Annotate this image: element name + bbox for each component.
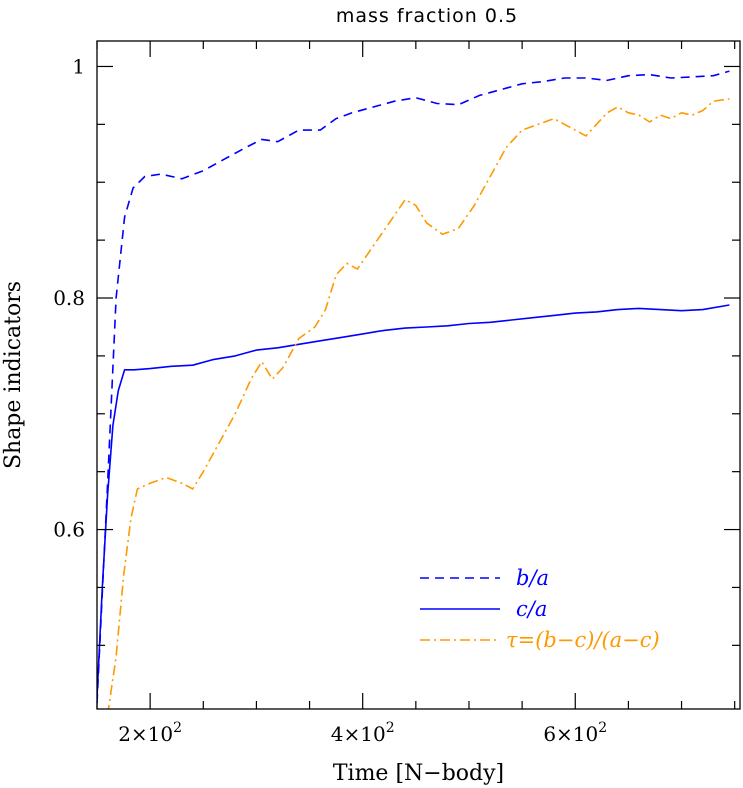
x-axis-title: Time [N−body] (333, 761, 504, 786)
plot-frame (96, 40, 741, 710)
x-tick-label: 6×102 (543, 720, 607, 746)
series-line-1 (97, 304, 730, 698)
x-tick-label: 4×102 (331, 720, 395, 746)
y-tick-label: 0.6 (53, 518, 85, 542)
plot-lines (97, 70, 730, 709)
legend-label-2: τ=(b−c)/(a−c) (506, 628, 660, 652)
series-line-2 (107, 98, 730, 709)
y-tick-label: 0.8 (53, 286, 85, 310)
chart-title: mass fraction 0.5 (336, 5, 518, 27)
x-tick-label: 2×102 (118, 720, 182, 746)
y-tick-label: 1 (72, 54, 85, 78)
axis-ticks: 2×102 4×102 6×102 0.6 0.8 1 (53, 41, 740, 746)
series-line-0 (97, 70, 730, 704)
legend-label-0: b/a (516, 566, 549, 590)
legend-label-1: c/a (516, 597, 547, 621)
y-axis-title: Shape indicators (1, 281, 26, 469)
legend: b/a c/a τ=(b−c)/(a−c) (420, 566, 660, 652)
